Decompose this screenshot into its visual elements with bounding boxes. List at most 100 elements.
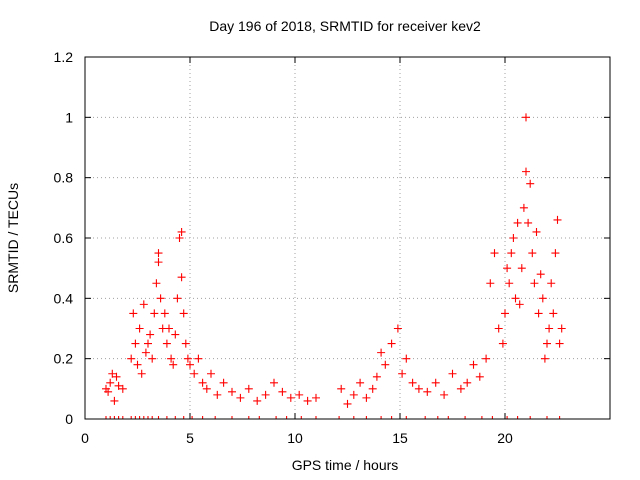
- data-point: [173, 294, 182, 303]
- y-tick-label: 0.6: [54, 230, 74, 246]
- data-point: [154, 258, 163, 267]
- data-point: [186, 360, 194, 369]
- data-point: [156, 294, 165, 303]
- data-point: [540, 354, 549, 363]
- data-point: [503, 264, 512, 273]
- data-point: [511, 294, 520, 303]
- axis-ticks: [84, 56, 610, 420]
- data-point: [190, 369, 199, 378]
- x-tick-label: 10: [287, 430, 303, 446]
- y-tick-label: 0.2: [54, 351, 74, 367]
- x-tick-label: 0: [81, 430, 89, 446]
- data-point: [104, 387, 113, 396]
- data-point: [118, 384, 127, 393]
- data-point: [513, 218, 522, 227]
- data-point: [286, 393, 295, 402]
- data-point: [515, 300, 524, 309]
- data-point: [368, 384, 377, 393]
- data-point: [522, 167, 530, 176]
- data-point: [135, 324, 144, 333]
- data-point: [106, 378, 115, 387]
- data-point: [505, 279, 514, 288]
- data-point: [543, 339, 551, 348]
- data-point: [534, 309, 543, 318]
- data-point: [171, 330, 180, 339]
- data-point: [114, 381, 123, 390]
- data-point: [398, 369, 407, 378]
- data-point: [219, 378, 228, 387]
- data-point: [393, 324, 402, 333]
- data-point: [494, 324, 503, 333]
- y-axis-title: SRMTID / TECUs: [5, 183, 21, 293]
- data-point: [547, 279, 556, 288]
- data-point: [207, 369, 215, 378]
- data-point: [169, 360, 178, 369]
- data-point: [110, 396, 119, 405]
- y-tick-label: 0.8: [54, 170, 74, 186]
- data-point: [194, 354, 203, 363]
- data-point: [141, 348, 150, 357]
- data-point: [165, 324, 173, 333]
- data-point: [482, 354, 491, 363]
- data-point: [463, 378, 472, 387]
- data-point: [303, 396, 312, 405]
- data-point: [270, 378, 278, 387]
- data-point: [312, 393, 320, 402]
- plot-area-frame: [84, 56, 611, 420]
- data-point: [522, 113, 530, 122]
- data-point: [175, 234, 184, 242]
- data-point: [112, 372, 121, 381]
- data-point: [538, 294, 547, 303]
- data-point: [362, 393, 371, 402]
- data-point: [150, 309, 159, 318]
- data-point: [154, 249, 163, 258]
- data-point: [475, 372, 484, 381]
- data-point: [295, 390, 304, 399]
- data-point: [181, 339, 190, 348]
- data-point: [381, 360, 390, 369]
- data-point: [160, 309, 169, 318]
- data-point: [532, 227, 541, 236]
- grid-lines: [85, 57, 610, 419]
- data-point: [179, 309, 188, 318]
- data-point: [131, 339, 140, 348]
- data-point: [528, 249, 537, 258]
- data-point: [486, 279, 495, 288]
- data-point: [408, 378, 417, 387]
- data-point: [509, 234, 518, 242]
- data-point: [524, 218, 533, 227]
- x-tick-label: 15: [392, 430, 408, 446]
- x-tick-label: 20: [497, 430, 513, 446]
- data-point: [507, 249, 516, 258]
- data-point: [490, 249, 499, 258]
- data-point: [549, 309, 558, 318]
- data-point: [440, 390, 449, 399]
- data-point: [129, 309, 138, 318]
- series-kev2: [102, 113, 566, 408]
- data-point: [526, 179, 535, 188]
- data-point: [456, 384, 465, 393]
- y-tick-labels: 0 0.2 0.4 0.6 0.8 1 1.2: [54, 49, 74, 427]
- data-point: [498, 339, 507, 348]
- data-point: [167, 354, 176, 363]
- data-point: [343, 399, 352, 408]
- data-point: [133, 360, 142, 369]
- data-point: [108, 369, 117, 378]
- data-point: [244, 384, 253, 393]
- chart-title: Day 196 of 2018, SRMTID for receiver kev…: [209, 18, 481, 34]
- data-point: [228, 387, 236, 396]
- x-tick-label: 5: [186, 430, 194, 446]
- data-point: [261, 390, 270, 399]
- data-point: [431, 378, 440, 387]
- data-point: [349, 390, 358, 399]
- data-point: [423, 387, 432, 396]
- data-point: [198, 378, 207, 387]
- data-point: [553, 215, 562, 224]
- data-point: [139, 300, 148, 309]
- y-tick-label: 0: [65, 411, 73, 427]
- data-point: [517, 264, 526, 273]
- data-point: [519, 203, 528, 212]
- y-tick-label: 1: [65, 109, 73, 125]
- data-point: [501, 309, 509, 318]
- data-point: [402, 354, 411, 363]
